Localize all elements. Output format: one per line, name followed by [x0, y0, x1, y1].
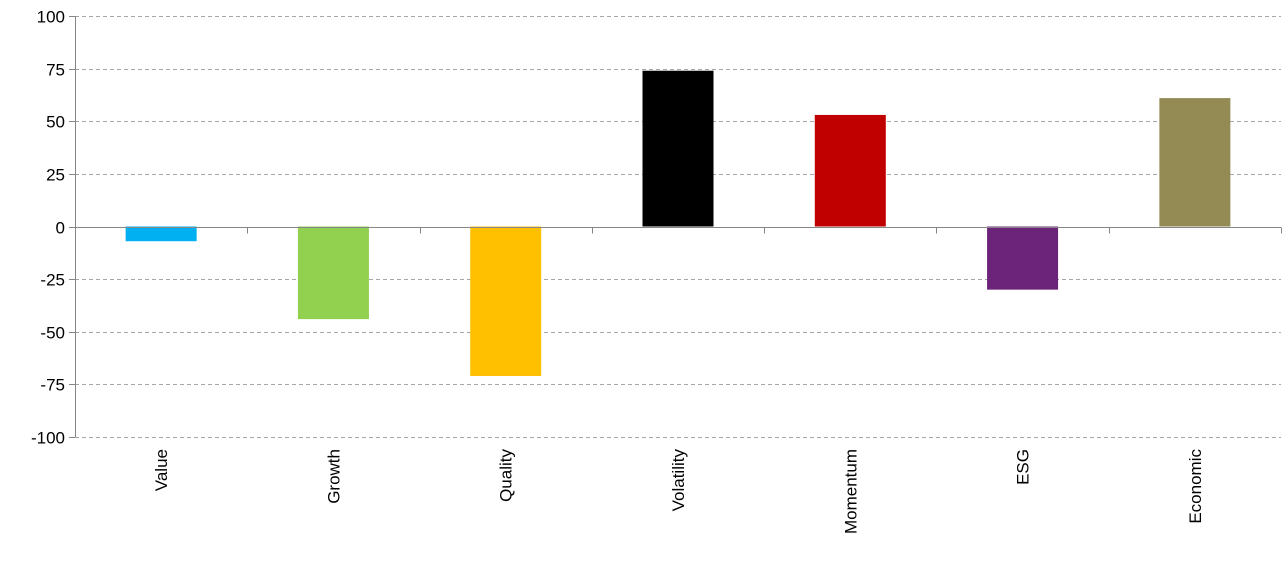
bar-quality: [470, 226, 542, 376]
axes: [69, 16, 1282, 438]
y-tick-label: -50: [40, 324, 65, 343]
bar-esg: [987, 226, 1059, 290]
x-tick-labels: Value Growth Quality Volatility Momentum ESG E…: [152, 449, 1205, 535]
x-tick-label-economic: Economic: [1186, 449, 1205, 524]
y-tick-label: 25: [46, 166, 65, 185]
x-tick-label-growth: Growth: [324, 449, 343, 504]
bar-growth: [297, 226, 369, 320]
y-tick-label: 50: [46, 113, 65, 132]
x-tick-label-esg: ESG: [1014, 449, 1033, 485]
y-tick-label: -100: [31, 429, 65, 448]
bar-volatility: [642, 70, 714, 227]
y-tick-label: 75: [46, 61, 65, 80]
x-tick-label-quality: Quality: [497, 449, 516, 502]
x-tick-label-volatility: Volatility: [669, 449, 688, 512]
bar-momentum: [814, 114, 886, 227]
bar-economic: [1159, 98, 1231, 227]
bars: [125, 70, 1231, 376]
y-tick-label: 100: [37, 8, 65, 27]
bar-value: [125, 226, 197, 242]
y-tick-label: -25: [40, 271, 65, 290]
x-tick-label-value: Value: [152, 449, 171, 491]
y-tick-labels: 100 75 50 25 0 -25 -50 -75 -100: [31, 8, 65, 448]
y-tick-label: 0: [56, 219, 65, 238]
y-tick-label: -75: [40, 376, 65, 395]
x-tick-label-momentum: Momentum: [841, 449, 860, 534]
